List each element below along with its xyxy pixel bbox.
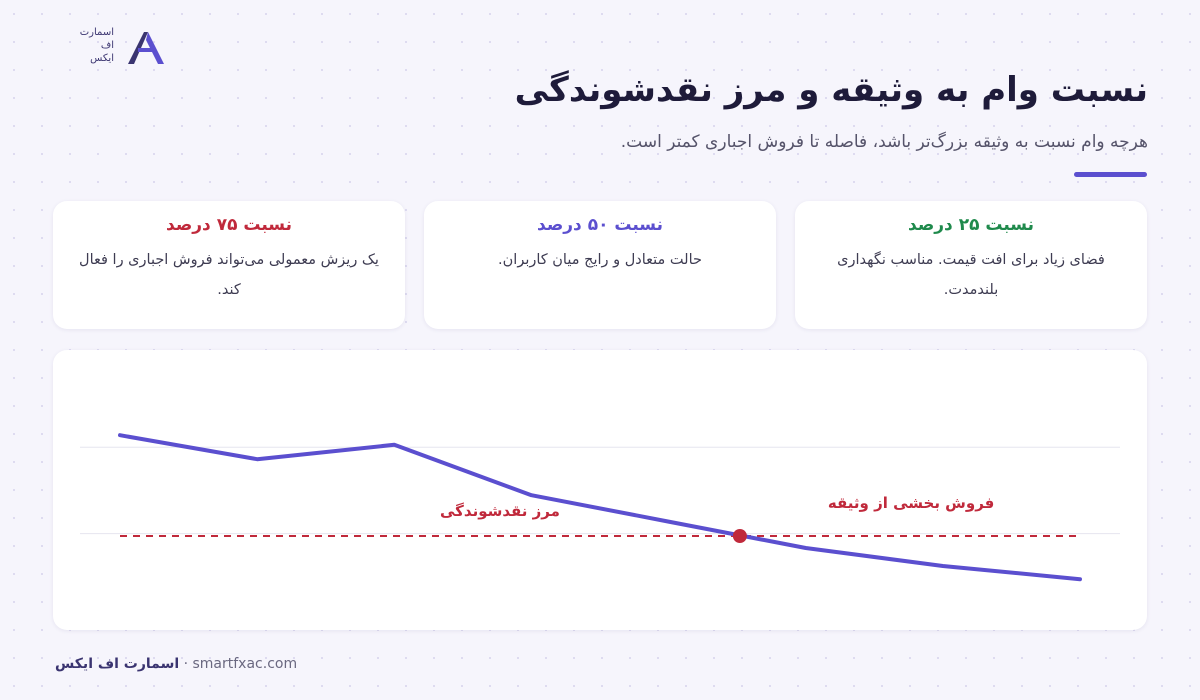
card: نسبت ۷۵ درصد یک ریزش معمولی می‌تواند فروش…	[53, 201, 405, 329]
footer: اسمارت اف ایکس · smartfxac.com	[55, 656, 297, 672]
threshold-label: مرز نقدشوندگی	[440, 502, 560, 520]
card-title: نسبت ۵۰ درصد	[537, 215, 663, 235]
logo-text: اسمارت اف ایکس	[64, 26, 114, 65]
card: نسبت ۲۵ درصد فضای زیاد برای افت قیمت. منا…	[795, 201, 1147, 329]
logo-line: ایکس	[90, 53, 114, 64]
card: نسبت ۵۰ درصد حالت متعادل و رایج میان کارب…	[424, 201, 776, 329]
title-underline	[1074, 172, 1147, 177]
footer-separator: ·	[183, 656, 189, 672]
data-line	[118, 433, 1082, 582]
logo: اسمارت اف ایکس	[72, 26, 172, 70]
marker-label: فروش بخشی از وثیقه	[828, 494, 994, 512]
card-text: یک ریزش معمولی می‌تواند فروش اجباری را ف…	[79, 252, 379, 298]
subtitle: هرچه وام نسبت به وثیقه بزرگ‌تر باشد، فاص…	[620, 132, 1148, 152]
card-text: فضای زیاد برای افت قیمت. مناسب نگهداری ب…	[837, 252, 1105, 298]
logo-line: اف	[100, 40, 114, 51]
chart-panel: مرز نقدشوندگی فروش بخشی از وثیقه	[53, 350, 1147, 630]
card-title: نسبت ۲۵ درصد	[908, 215, 1034, 235]
footer-brand: اسمارت اف ایکس	[55, 656, 180, 672]
title: نسبت وام به وثیقه و مرز نقدشوندگی	[514, 70, 1148, 110]
footer-url: smartfxac.com	[192, 656, 298, 672]
card-title: نسبت ۷۵ درصد	[166, 215, 292, 235]
card-text: حالت متعادل و رایج میان کاربران.	[498, 252, 702, 268]
liquidation-marker	[732, 529, 747, 543]
logo-line: اسمارت	[79, 27, 114, 38]
logo-mark	[128, 32, 164, 64]
chart: مرز نقدشوندگی فروش بخشی از وثیقه	[80, 433, 1120, 582]
